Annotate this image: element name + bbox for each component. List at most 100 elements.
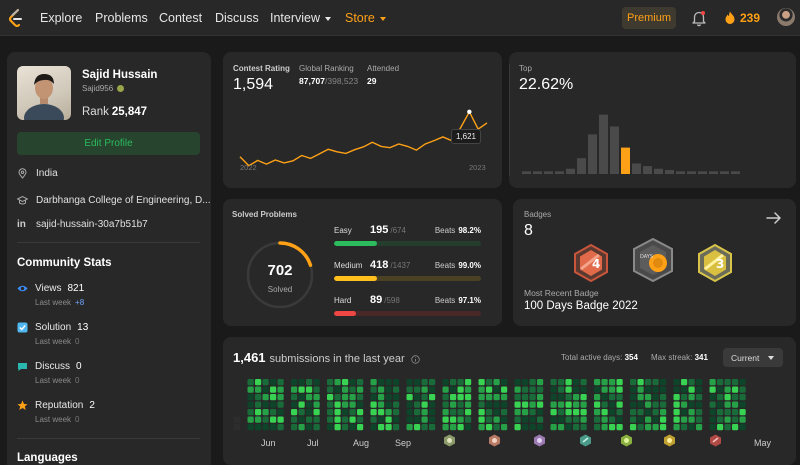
heatmap-cell[interactable]	[501, 424, 508, 431]
heatmap-cell[interactable]	[493, 401, 500, 408]
heatmap-cell[interactable]	[342, 409, 349, 416]
heatmap-cell[interactable]	[724, 379, 731, 386]
heatmap-cell[interactable]	[616, 386, 623, 393]
heatmap-cell[interactable]	[385, 424, 392, 431]
heatmap-cell[interactable]	[550, 386, 557, 393]
heatmap-cell[interactable]	[673, 379, 680, 386]
heatmap-cell[interactable]	[609, 401, 616, 408]
heatmap-cell[interactable]	[637, 424, 644, 431]
heatmap-cell[interactable]	[565, 401, 572, 408]
heatmap-cell[interactable]	[739, 386, 746, 393]
daily-badge-icon[interactable]	[709, 434, 722, 447]
heatmap-cell[interactable]	[478, 379, 485, 386]
heatmap-cell[interactable]	[342, 386, 349, 393]
heatmap-cell[interactable]	[306, 409, 313, 416]
heatmap-cell[interactable]	[486, 401, 493, 408]
heatmap-cell[interactable]	[739, 424, 746, 431]
heatmap-cell[interactable]	[609, 416, 616, 423]
heatmap-cell[interactable]	[378, 394, 385, 401]
heatmap-cell[interactable]	[565, 409, 572, 416]
heatmap-cell[interactable]	[421, 416, 428, 423]
heatmap-cell[interactable]	[298, 424, 305, 431]
heatmap-cell[interactable]	[660, 424, 667, 431]
heatmap-cell[interactable]	[385, 401, 392, 408]
heatmap-cell[interactable]	[594, 386, 601, 393]
heatmap-cell[interactable]	[558, 394, 565, 401]
heatmap-cell[interactable]	[393, 416, 400, 423]
heatmap-cell[interactable]	[594, 424, 601, 431]
heatmap-cell[interactable]	[406, 401, 413, 408]
heatmap-cell[interactable]	[709, 379, 716, 386]
heatmap-cell[interactable]	[298, 394, 305, 401]
heatmap-cell[interactable]	[594, 416, 601, 423]
heatmap-cell[interactable]	[717, 394, 724, 401]
heatmap-cell[interactable]	[594, 379, 601, 386]
heatmap-cell[interactable]	[442, 401, 449, 408]
heatmap-cell[interactable]	[660, 386, 667, 393]
heatmap-cell[interactable]	[537, 416, 544, 423]
heatmap-cell[interactable]	[357, 401, 364, 408]
heatmap-cell[interactable]	[724, 409, 731, 416]
heatmap-cell[interactable]	[478, 386, 485, 393]
heatmap-cell[interactable]	[501, 379, 508, 386]
heatmap-cell[interactable]	[247, 379, 254, 386]
heatmap-cell[interactable]	[270, 379, 277, 386]
heatmap-cell[interactable]	[594, 394, 601, 401]
heatmap-cell[interactable]	[442, 424, 449, 431]
heatmap-cell[interactable]	[334, 379, 341, 386]
heatmap-cell[interactable]	[313, 379, 320, 386]
heatmap-cell[interactable]	[645, 401, 652, 408]
heatmap-cell[interactable]	[529, 379, 536, 386]
heatmap-cell[interactable]	[529, 386, 536, 393]
heatmap-cell[interactable]	[327, 379, 334, 386]
heatmap-cell[interactable]	[558, 409, 565, 416]
heatmap-cell[interactable]	[660, 409, 667, 416]
heatmap-cell[interactable]	[414, 409, 421, 416]
heatmap-cell[interactable]	[724, 394, 731, 401]
heatmap-cell[interactable]	[601, 394, 608, 401]
heatmap-cell[interactable]	[457, 401, 464, 408]
heatmap-cell[interactable]	[696, 394, 703, 401]
heatmap-cell[interactable]	[247, 424, 254, 431]
daily-badge-icon[interactable]	[663, 434, 676, 447]
heatmap-cell[interactable]	[429, 424, 436, 431]
heatmap-cell[interactable]	[660, 416, 667, 423]
heatmap-cell[interactable]	[457, 409, 464, 416]
heatmap-cell[interactable]	[660, 379, 667, 386]
heatmap-cell[interactable]	[616, 409, 623, 416]
heatmap-cell[interactable]	[688, 401, 695, 408]
heatmap-cell[interactable]	[378, 409, 385, 416]
heatmap-cell[interactable]	[739, 394, 746, 401]
heatmap-cell[interactable]	[529, 409, 536, 416]
heatmap-cell[interactable]	[255, 394, 262, 401]
heatmap-cell[interactable]	[550, 394, 557, 401]
heatmap-cell[interactable]	[465, 379, 472, 386]
heatmap-cell[interactable]	[262, 401, 269, 408]
heatmap-cell[interactable]	[306, 401, 313, 408]
heatmap-cell[interactable]	[493, 409, 500, 416]
heatmap-cell[interactable]	[522, 379, 529, 386]
heatmap-cell[interactable]	[732, 386, 739, 393]
heatmap-cell[interactable]	[442, 379, 449, 386]
heatmap-cell[interactable]	[558, 379, 565, 386]
heatmap-cell[interactable]	[565, 394, 572, 401]
heatmap-cell[interactable]	[717, 379, 724, 386]
heatmap-cell[interactable]	[255, 401, 262, 408]
heatmap-cell[interactable]	[673, 394, 680, 401]
heatmap-cell[interactable]	[234, 424, 241, 431]
heatmap-cell[interactable]	[637, 416, 644, 423]
heatmap-cell[interactable]	[262, 409, 269, 416]
heatmap-cell[interactable]	[709, 401, 716, 408]
heatmap-cell[interactable]	[652, 379, 659, 386]
heatmap-cell[interactable]	[630, 394, 637, 401]
heatmap-cell[interactable]	[696, 424, 703, 431]
heatmap-cell[interactable]	[349, 386, 356, 393]
heatmap-cell[interactable]	[429, 394, 436, 401]
streak-counter[interactable]: 239	[724, 9, 760, 27]
heatmap-cell[interactable]	[429, 379, 436, 386]
heatmap-cell[interactable]	[550, 401, 557, 408]
heatmap-cell[interactable]	[637, 379, 644, 386]
heatmap-cell[interactable]	[298, 416, 305, 423]
heatmap-cell[interactable]	[609, 379, 616, 386]
heatmap-cell[interactable]	[270, 424, 277, 431]
